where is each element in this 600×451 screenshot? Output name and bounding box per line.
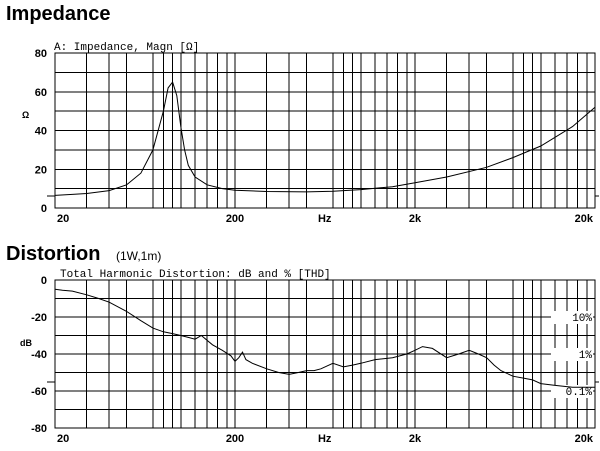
distortion-marks [47,288,599,388]
distortion-y-tick-label: -80 [31,423,47,435]
impedance-x-tick-label: 200 [226,213,244,225]
distortion-grid [55,280,595,428]
distortion-percent-labels: 10% 1% 0.1% [551,311,593,399]
distortion-percent-label-bg [551,385,593,398]
distortion-plot-frame [54,279,596,429]
distortion-label: Total Harmonic Distortion: dB and % [THD… [60,269,331,281]
distortion-y-tick-label: -60 [31,386,47,398]
distortion-x-tick-label: 20 [57,433,69,445]
distortion-ticks: 0 -20 -40 -60 -80 20 200 2k 20k Hz [31,275,594,445]
impedance-y-tick-label: 80 [35,48,47,60]
impedance-y-tick-label: 20 [35,164,47,176]
impedance-x-tick-label: 20k [575,213,594,225]
impedance-plot-frame [54,52,596,209]
distortion-percent-label: 0.1% [566,387,593,399]
distortion-series-line [54,288,595,388]
distortion-y-tick-label: 0 [41,275,47,287]
distortion-xlabel: Hz [318,433,332,445]
impedance-marks [47,81,599,197]
distortion-y-tick-label: -20 [31,312,47,324]
impedance-xlabel: Hz [318,213,332,225]
distortion-subtitle: (1W,1m) [116,249,161,263]
distortion-title: Distortion [6,243,100,265]
impedance-y-tick-label: 0 [41,203,47,215]
distortion-ylabel: dB [20,338,32,348]
distortion-y-tick-label: -40 [31,349,47,361]
impedance-label: A: Impedance, Magn [Ω] [54,42,199,54]
distortion-x-tick-label: 200 [226,433,244,445]
impedance-title: Impedance [6,3,110,25]
distortion-percent-label: 1% [579,350,593,362]
distortion-x-tick-label: 20k [575,433,594,445]
distortion-percent-label-bg [551,348,593,361]
impedance-ticks: 0 20 40 60 80 20 200 2k 20k Hz [35,48,594,225]
impedance-grid [55,53,595,208]
impedance-ylabel: Ω [22,110,29,120]
impedance-x-tick-label: 20 [57,213,69,225]
distortion-x-tick-label: 2k [409,433,422,445]
distortion-percent-label-bg [551,311,593,324]
impedance-series-line [54,81,596,196]
distortion-percent-label: 10% [572,313,592,325]
impedance-x-tick-label: 2k [409,213,422,225]
distortion-chart: Distortion (1W,1m) Total Harmonic Distor… [6,243,599,445]
impedance-y-tick-label: 40 [35,126,47,138]
impedance-chart: Impedance A: Impedance, Magn [Ω] Ω 0 20 40… [6,3,599,225]
impedance-y-tick-label: 60 [35,87,47,99]
